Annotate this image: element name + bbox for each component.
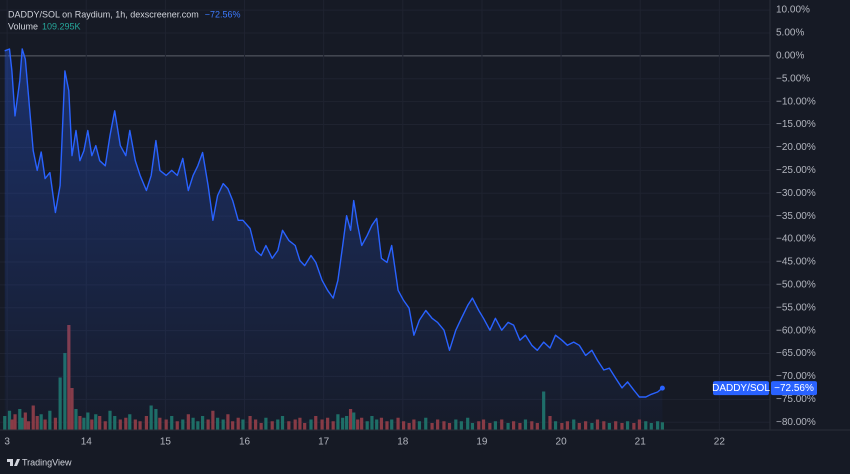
price-line — [4, 48, 665, 430]
x-tick-label: 15 — [160, 437, 172, 448]
y-tick-label: 5.00% — [776, 28, 804, 39]
x-tick-label: 14 — [81, 437, 93, 448]
x-tick-label: 20 — [556, 437, 568, 448]
y-tick-label: −5.00% — [776, 73, 810, 84]
y-tick-label: −40.00% — [776, 234, 816, 245]
price-label: −72.56% — [774, 383, 814, 394]
price-tag — [771, 381, 817, 396]
x-tick-label: 21 — [635, 437, 647, 448]
y-tick-label: −30.00% — [776, 188, 816, 199]
y-tick-label: −35.00% — [776, 211, 816, 222]
x-tick-label: 18 — [397, 437, 409, 448]
area-fill — [4, 49, 663, 430]
axes: 10.00% 5.00% 0.00% −5.00% −10.00% −15.00% −20.… — [4, 5, 817, 448]
y-tick-label: −60.00% — [776, 325, 816, 336]
y-tick-label: −50.00% — [776, 279, 816, 290]
y-tick-label: −80.00% — [776, 417, 816, 428]
x-tick-label: 19 — [476, 437, 488, 448]
line — [4, 48, 663, 398]
y-tick-label: 10.00% — [776, 5, 810, 16]
series-name: DADDY/SOL — [712, 383, 770, 394]
volume-title: Volume — [8, 21, 38, 31]
y-tick-label: −15.00% — [776, 119, 816, 130]
brand-logo — [7, 459, 20, 466]
y-tick-label: −20.00% — [776, 142, 816, 153]
y-tick-label: −45.00% — [776, 257, 816, 268]
volume-label: 109.295K — [42, 21, 81, 31]
y-tick-label: 0.00% — [776, 51, 804, 62]
x-tick-label: 16 — [239, 437, 251, 448]
x-tick-label: 17 — [318, 437, 330, 448]
last-point — [659, 385, 665, 391]
y-tick-label: −70.00% — [776, 371, 816, 382]
chart-title: DADDY/SOL on Raydium, 1h, dexscreener.co… — [8, 9, 199, 19]
brand: TradingView — [22, 457, 72, 467]
x-tick-label: 3 — [4, 437, 10, 448]
y-tick-label: −55.00% — [776, 302, 816, 313]
x-tick-label: 22 — [714, 437, 726, 448]
series-tag — [713, 381, 769, 396]
change-label: −72.56% — [205, 9, 241, 19]
y-tick-label: −65.00% — [776, 348, 816, 359]
y-tick-label: −10.00% — [776, 96, 816, 107]
y-tick-label: −75.00% — [776, 394, 816, 405]
y-tick-label: −25.00% — [776, 165, 816, 176]
